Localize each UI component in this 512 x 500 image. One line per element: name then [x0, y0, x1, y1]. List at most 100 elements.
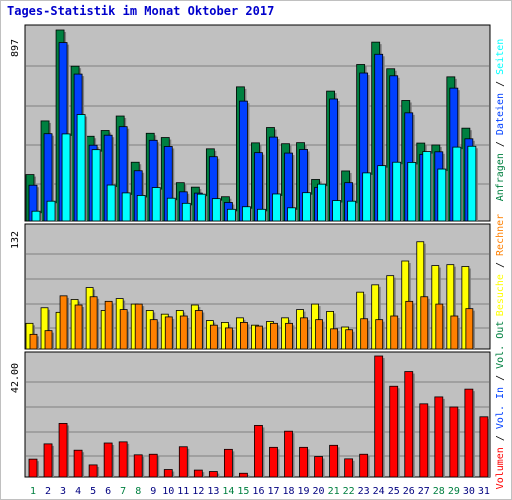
- bar-rechner: [44, 330, 53, 350]
- bar-seiten: [121, 192, 131, 222]
- bar-volumen: [389, 385, 399, 478]
- bar-seiten: [31, 210, 41, 222]
- bar-seiten: [91, 149, 101, 222]
- bar-volumen: [269, 446, 278, 478]
- bar-seiten: [76, 114, 86, 222]
- x-tick-label: 19: [298, 486, 310, 497]
- bar-seiten: [407, 162, 417, 222]
- bar-rechner: [300, 317, 308, 350]
- bar-rechner: [270, 322, 278, 350]
- bar-rechner: [450, 315, 459, 350]
- bar-rechner: [420, 296, 429, 350]
- bar-seiten: [226, 208, 236, 222]
- bar-volumen: [43, 443, 53, 478]
- bar-seiten: [422, 151, 432, 222]
- bar-rechner: [119, 309, 128, 350]
- bar-besuche: [416, 241, 425, 350]
- bar-seiten: [287, 207, 296, 222]
- bar-besuche: [371, 284, 380, 350]
- bar-volumen: [284, 430, 293, 478]
- x-tick-label: 2: [45, 486, 51, 497]
- x-tick-label: 23: [358, 486, 370, 497]
- bar-rechner: [209, 324, 218, 350]
- x-tick-label: 3: [60, 486, 66, 497]
- y-axis-max-label: 42.00: [10, 363, 21, 393]
- bar-volumen: [479, 416, 489, 478]
- bar-seiten: [392, 161, 402, 222]
- bar-seiten: [61, 133, 71, 222]
- x-tick-label: 18: [282, 486, 294, 497]
- bar-seiten: [166, 197, 176, 222]
- bar-volumen: [73, 449, 83, 478]
- x-tick-label: 31: [478, 486, 490, 497]
- legend-top-series: Anfragen / Dateien / Seiten: [495, 39, 506, 202]
- bar-rechner: [375, 319, 384, 350]
- x-tick-label: 8: [135, 486, 141, 497]
- bar-seiten: [362, 172, 372, 222]
- bar-seiten: [181, 202, 191, 222]
- bar-volumen: [58, 423, 68, 478]
- x-tick-label: 12: [192, 486, 204, 497]
- bar-dateien: [239, 100, 248, 222]
- bar-besuche: [386, 275, 395, 350]
- x-tick-label: 24: [373, 486, 385, 497]
- x-tick-label: 25: [388, 486, 400, 497]
- bar-volumen: [434, 396, 444, 478]
- bar-seiten: [242, 206, 251, 222]
- bar-volumen: [314, 456, 323, 478]
- x-tick-label: 4: [75, 486, 81, 497]
- bar-rechner: [149, 319, 158, 350]
- x-tick-label: 21: [328, 486, 340, 497]
- bar-seiten: [347, 200, 357, 222]
- x-tick-label: 13: [207, 486, 219, 497]
- bar-volumen: [28, 458, 38, 478]
- y-axis-max-label: 132: [10, 231, 21, 249]
- chart-title: Tages-Statistik im Monat Oktober 2017: [7, 4, 275, 18]
- bar-rechner: [59, 295, 68, 350]
- bar-volumen: [449, 406, 459, 478]
- bar-seiten: [196, 193, 206, 222]
- bar-volumen: [193, 469, 203, 478]
- bar-rechner: [405, 300, 414, 350]
- bar-seiten: [46, 200, 56, 222]
- bar-volumen: [359, 453, 369, 478]
- x-tick-label: 17: [267, 486, 279, 497]
- bar-volumen: [133, 454, 143, 478]
- bar-rechner: [89, 296, 98, 350]
- x-tick-label: 7: [120, 486, 126, 497]
- y-axis-max-labels: 897 132 42.00: [10, 39, 21, 393]
- x-tick-label: 27: [418, 486, 430, 497]
- bar-volumen: [329, 444, 339, 478]
- bar-besuche: [446, 264, 455, 350]
- bar-volumen: [464, 388, 474, 478]
- bar-volumen: [103, 442, 113, 478]
- bar-seiten: [302, 192, 311, 222]
- bar-volumen: [419, 403, 429, 478]
- y-axis-max-label: 897: [10, 39, 21, 57]
- bar-rechner: [285, 322, 293, 350]
- bar-rechner: [164, 316, 173, 350]
- x-tick-label: 5: [90, 486, 96, 497]
- bar-rechner: [345, 329, 354, 350]
- bar-seiten: [452, 146, 462, 222]
- bar-seiten: [106, 184, 116, 222]
- bar-rechner: [360, 318, 369, 350]
- bar-volumen: [178, 446, 188, 478]
- bar-seiten: [257, 208, 266, 222]
- bar-volumen: [223, 448, 233, 478]
- x-tick-label: 30: [463, 486, 475, 497]
- x-tick-label: 14: [222, 486, 234, 497]
- x-tick-label: 15: [237, 486, 249, 497]
- bar-volumen: [163, 469, 173, 478]
- bar-rechner: [179, 315, 188, 350]
- bar-volumen: [344, 458, 354, 478]
- bar-rechner: [104, 300, 113, 350]
- bar-volumen: [374, 355, 384, 478]
- bar-seiten: [377, 165, 387, 222]
- bar-volumen: [404, 371, 414, 478]
- bar-rechner: [390, 315, 399, 350]
- bar-rechner: [435, 303, 444, 350]
- x-tick-label: 9: [150, 486, 156, 497]
- bar-rechner: [134, 303, 143, 350]
- x-tick-label: 1: [30, 486, 36, 497]
